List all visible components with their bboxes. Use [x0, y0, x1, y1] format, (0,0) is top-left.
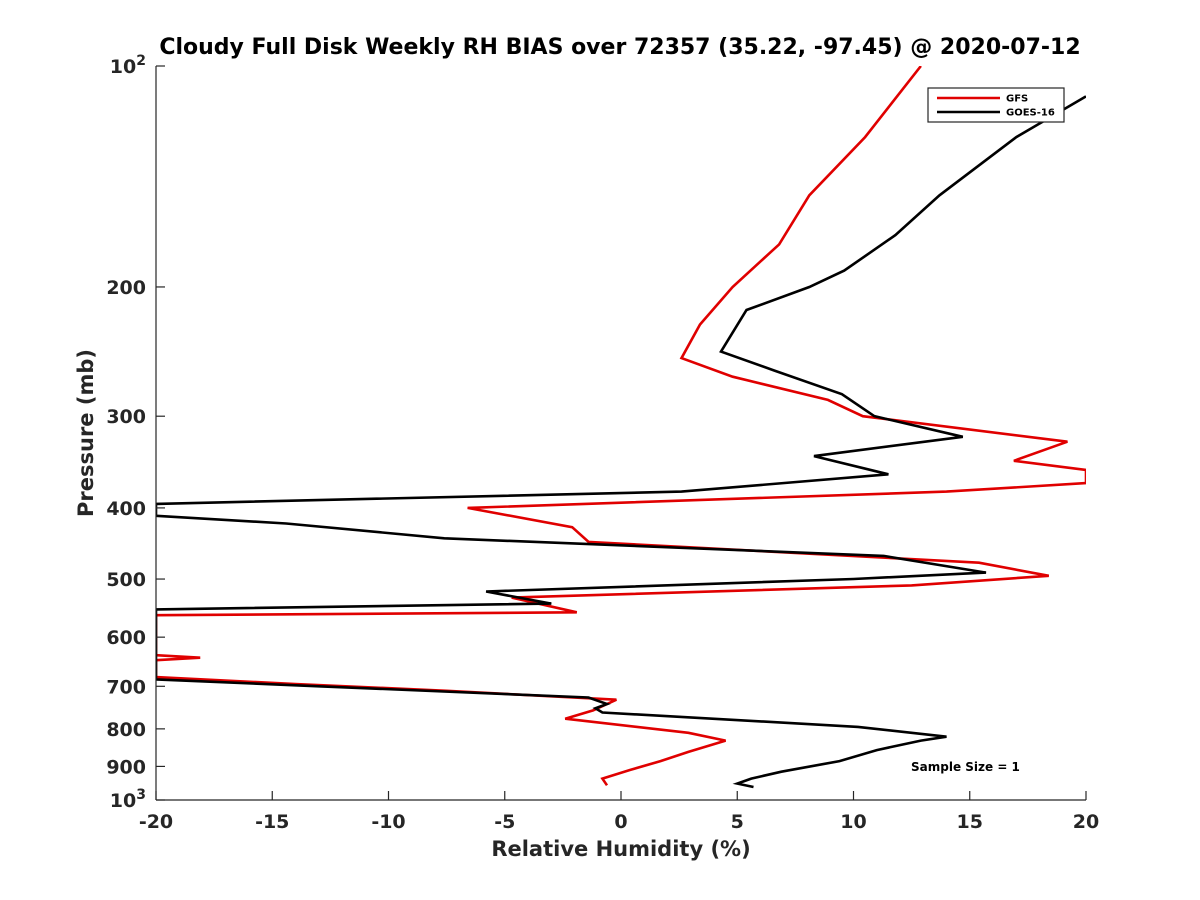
y-tick-label: 500 [106, 569, 146, 591]
x-tick-label: -20 [139, 811, 173, 833]
legend: GFS GOES-16 [927, 87, 1065, 123]
chart-title: Cloudy Full Disk Weekly RH BIAS over 723… [159, 35, 1080, 60]
y-axis-label: Pressure (mb) [74, 349, 98, 517]
y-tick-label: 102 [110, 53, 146, 78]
y-tick-label: 900 [106, 756, 146, 778]
x-tick-label: 15 [957, 811, 983, 833]
x-tick-label: 20 [1073, 811, 1099, 833]
y-tick-label: 103 [110, 787, 146, 812]
x-tick-label: 5 [731, 811, 744, 833]
series-layer [156, 66, 1086, 789]
x-tick-label: 10 [840, 811, 866, 833]
series-line-gfs [156, 66, 1086, 787]
x-tick-label: -5 [494, 811, 515, 833]
x-axis-label: Relative Humidity (%) [491, 837, 750, 861]
series-line-goes-16 [156, 95, 1086, 789]
y-tick-label: 600 [106, 627, 146, 649]
y-tick-label: 400 [106, 498, 146, 520]
legend-label-gfs: GFS [1006, 94, 1028, 105]
y-tick-label: 200 [106, 277, 146, 299]
y-tick-label: 800 [106, 719, 146, 741]
legend-box [927, 87, 1065, 123]
y-tick-label: 700 [106, 676, 146, 698]
x-tick-label: -10 [371, 811, 405, 833]
legend-label-goes-16: GOES-16 [1006, 108, 1055, 119]
x-tick-label: 0 [614, 811, 627, 833]
y-tick-label: 300 [106, 406, 146, 428]
x-tick-label: -15 [255, 811, 289, 833]
axes: -20 -15 -10 -5 0 5 10 15 20 102 200 300 400 500 600 700… [106, 53, 1099, 833]
sample-size-annotation: Sample Size = 1 [911, 760, 1020, 774]
